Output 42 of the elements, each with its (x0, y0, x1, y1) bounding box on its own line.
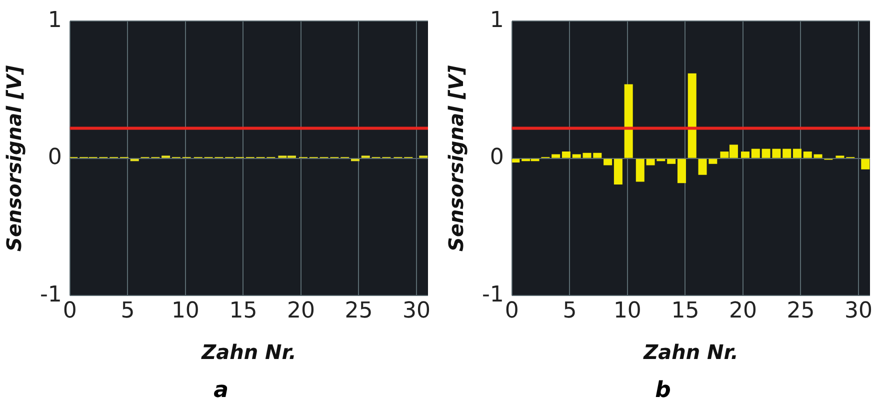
bar (614, 158, 622, 184)
x-tick-label: 20 (286, 298, 315, 324)
y-tick-label: -1 (482, 282, 504, 308)
bar (803, 152, 812, 158)
x-tick-label: 5 (562, 298, 577, 324)
y-tick-label: 1 (48, 8, 62, 33)
y-tick-label: 0 (490, 145, 504, 170)
bar (782, 148, 792, 158)
bar (572, 154, 581, 158)
x-tick-label: 15 (671, 298, 700, 324)
bar (604, 158, 612, 166)
y-tick-label: -1 (40, 282, 62, 308)
x-axis-title: Zahn Nr. (642, 340, 738, 364)
bar (814, 154, 822, 158)
bar (636, 158, 644, 182)
x-tick-label: 10 (171, 298, 200, 324)
y-axis-title: Sensorsignal [V] (444, 65, 468, 252)
bar (688, 73, 696, 158)
bar (751, 148, 760, 158)
bar (741, 152, 750, 158)
text: a (212, 378, 230, 403)
bar (861, 158, 870, 170)
bar (624, 84, 633, 158)
x-tick-label: 20 (728, 298, 757, 324)
x-tick-label: 25 (344, 298, 373, 324)
bar (562, 152, 570, 158)
bar (667, 158, 676, 164)
x-tick-label: 30 (402, 298, 430, 324)
x-tick-label: 10 (613, 298, 642, 324)
bar (552, 154, 560, 158)
text: b (654, 378, 672, 403)
x-tick-label: 5 (120, 298, 135, 324)
x-tick-label: 15 (229, 298, 258, 324)
x-tick-label: 25 (786, 298, 815, 324)
y-tick-label: 0 (48, 145, 62, 170)
bar (677, 158, 686, 184)
x-tick-label: 30 (844, 298, 872, 324)
bar (792, 148, 802, 158)
y-axis-title: Sensorsignal [V] (2, 65, 26, 252)
bar (512, 158, 520, 163)
y-tick-label: 1 (490, 8, 504, 33)
x-axis-title: Zahn Nr. (200, 340, 296, 364)
